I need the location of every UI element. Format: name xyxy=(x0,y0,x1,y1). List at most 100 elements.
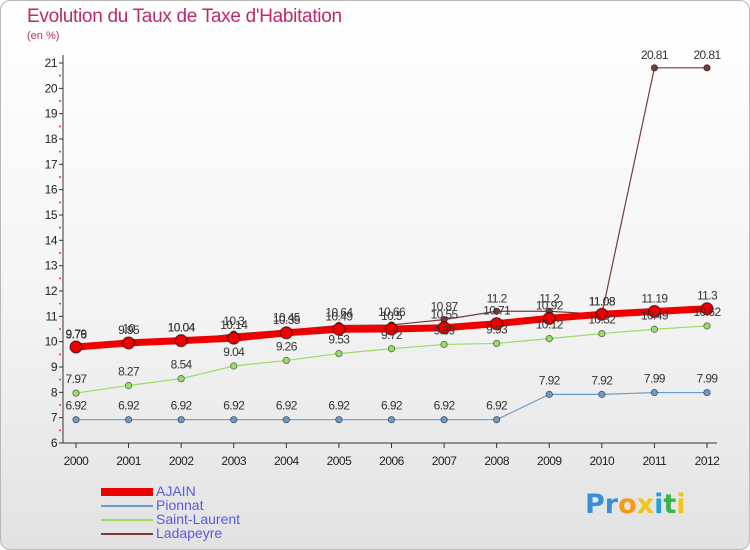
y-minor-tick xyxy=(59,252,61,254)
data-label-ajain: 11.3 xyxy=(697,289,718,303)
data-point-ladapeyre xyxy=(650,64,659,72)
data-point-pionnat xyxy=(598,390,606,398)
data-label-ladapeyre: 10.66 xyxy=(378,305,406,319)
data-label-pionnat: 6.92 xyxy=(276,399,298,413)
logo-letter: i xyxy=(654,489,664,520)
data-point-saint-laurent xyxy=(177,375,185,383)
y-minor-tick xyxy=(59,150,61,153)
data-label-saint-laurent: 9.89 xyxy=(434,323,456,337)
data-point-saint-laurent xyxy=(703,322,711,330)
x-tick-label: 2007 xyxy=(432,454,458,468)
y-tick-label: 17 xyxy=(45,157,58,171)
proxiti-logo: Proxiti xyxy=(585,489,686,520)
data-label-ladapeyre: 10.45 xyxy=(273,310,301,324)
x-tick-label: 2001 xyxy=(116,454,142,468)
data-point-ladapeyre xyxy=(703,64,711,72)
data-label-pionnat: 6.92 xyxy=(381,399,403,413)
data-label-ladapeyre: 10 xyxy=(123,322,136,336)
x-tick-label: 2006 xyxy=(379,454,405,468)
legend-label: Pionnat xyxy=(156,497,204,513)
y-tick-label: 14 xyxy=(45,233,58,247)
logo-letter: t xyxy=(663,489,677,520)
data-label-ajain: 10.5 xyxy=(381,309,403,323)
data-label-ajain: 10.49 xyxy=(325,309,353,323)
data-point-pionnat xyxy=(282,416,290,424)
data-label-saint-laurent: 9.04 xyxy=(223,345,245,359)
data-point-saint-laurent xyxy=(387,345,396,353)
x-tick-label: 2004 xyxy=(274,454,300,468)
data-point-ajain xyxy=(437,321,451,335)
data-point-saint-laurent xyxy=(124,381,133,390)
data-label-pionnat: 7.99 xyxy=(697,372,719,386)
y-tick-label: 6 xyxy=(51,436,58,450)
data-point-pionnat xyxy=(230,416,238,424)
y-tick-label: 15 xyxy=(45,208,58,222)
data-label-ajain: 9.95 xyxy=(118,323,140,337)
x-tick-label: 2000 xyxy=(64,454,90,468)
y-minor-tick xyxy=(59,125,61,128)
data-label-ladapeyre: 10.87 xyxy=(431,300,459,314)
data-point-saint-laurent xyxy=(598,329,606,338)
data-point-ajain xyxy=(700,302,714,316)
data-point-pionnat xyxy=(72,416,80,424)
data-label-saint-laurent: 9.53 xyxy=(328,333,350,347)
x-tick-label: 2010 xyxy=(589,454,615,468)
data-label-ajain: 11.19 xyxy=(641,292,668,306)
data-point-ladapeyre xyxy=(493,307,501,315)
legend-swatch xyxy=(101,519,153,521)
y-tick-label: 12 xyxy=(45,284,58,298)
x-tick-label: 2011 xyxy=(643,454,668,468)
data-label-saint-laurent: 7.97 xyxy=(66,372,88,386)
data-point-ajain xyxy=(332,322,346,336)
y-minor-tick xyxy=(59,378,61,381)
data-label-ladapeyre: 20.81 xyxy=(693,48,721,62)
data-label-pionnat: 6.92 xyxy=(328,399,350,413)
data-label-saint-laurent: 10.49 xyxy=(641,308,669,322)
y-tick-label: 11 xyxy=(46,309,58,323)
y-minor-tick xyxy=(59,226,61,229)
data-point-pionnat xyxy=(124,416,133,424)
data-label-pionnat: 6.92 xyxy=(118,399,140,413)
data-point-ajain xyxy=(490,317,504,331)
data-label-ajain: 10.92 xyxy=(536,298,564,312)
data-point-ajain xyxy=(279,326,293,340)
data-label-saint-laurent: 10.12 xyxy=(536,318,564,332)
y-minor-tick xyxy=(59,201,61,204)
data-label-saint-laurent: 8.27 xyxy=(118,364,140,378)
data-label-saint-laurent: 10.62 xyxy=(693,305,721,319)
x-tick-label: 2002 xyxy=(169,454,195,468)
y-minor-tick xyxy=(59,353,61,356)
data-label-saint-laurent: 9.72 xyxy=(381,328,403,342)
data-label-pionnat: 6.92 xyxy=(486,399,508,413)
data-label-pionnat: 6.92 xyxy=(171,399,193,413)
data-label-pionnat: 7.92 xyxy=(591,373,613,387)
data-label-saint-laurent: 9.93 xyxy=(486,322,508,336)
y-tick-label: 20 xyxy=(45,81,58,95)
data-point-pionnat xyxy=(335,416,343,424)
x-tick-label: 2008 xyxy=(484,454,510,468)
y-minor-tick xyxy=(59,74,61,77)
data-point-pionnat xyxy=(493,416,501,424)
logo-letter: i xyxy=(676,489,686,520)
x-tick-label: 2005 xyxy=(327,454,353,468)
data-point-saint-laurent xyxy=(545,335,553,343)
legend-swatch xyxy=(101,505,153,507)
x-tick-label: 2003 xyxy=(221,454,247,468)
data-label-pionnat: 6.92 xyxy=(223,399,245,413)
data-point-pionnat xyxy=(177,416,185,424)
data-point-ajain xyxy=(542,311,556,325)
data-label-ajain: 10.35 xyxy=(273,313,301,327)
data-label-ajain: 10.04 xyxy=(168,321,196,335)
data-point-ajain xyxy=(595,307,609,321)
data-label-ladapeyre: 10.04 xyxy=(168,321,196,335)
y-minor-tick xyxy=(59,429,61,432)
logo-letter: o xyxy=(618,489,637,520)
data-label-ladapeyre: 10.3 xyxy=(223,314,245,328)
y-minor-tick xyxy=(59,302,61,305)
data-label-ladapeyre: 20.81 xyxy=(641,48,669,62)
legend-label: Saint-Laurent xyxy=(156,511,241,527)
legend-label: AJAIN xyxy=(156,483,196,499)
legend-swatch xyxy=(101,488,153,496)
